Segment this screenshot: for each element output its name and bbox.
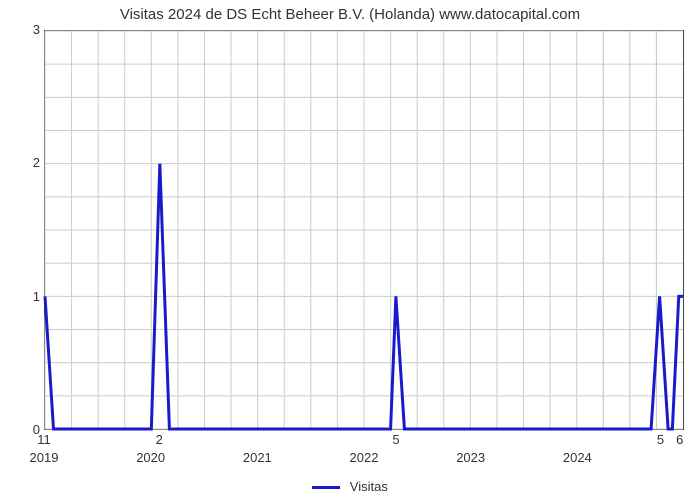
- point-annotation: 11: [37, 432, 51, 447]
- point-annotation: 6: [676, 432, 683, 447]
- legend-label: Visitas: [350, 479, 388, 494]
- chart-title: Visitas 2024 de DS Echt Beheer B.V. (Hol…: [0, 6, 700, 23]
- x-tick-label: 2022: [350, 450, 379, 465]
- y-tick-label: 3: [33, 22, 40, 37]
- plot-area: [44, 30, 684, 430]
- legend: Visitas: [0, 479, 700, 494]
- y-tick-label: 1: [33, 289, 40, 304]
- chart-svg: [45, 31, 683, 429]
- x-tick-label: 2024: [563, 450, 592, 465]
- point-annotation: 5: [392, 432, 399, 447]
- x-tick-label: 2020: [136, 450, 165, 465]
- x-tick-label: 2023: [456, 450, 485, 465]
- x-tick-label: 2021: [243, 450, 272, 465]
- point-annotation: 2: [156, 432, 163, 447]
- chart-container: Visitas 2024 de DS Echt Beheer B.V. (Hol…: [0, 0, 700, 500]
- legend-swatch: [312, 486, 340, 489]
- y-tick-label: 2: [33, 155, 40, 170]
- x-tick-label: 2019: [30, 450, 59, 465]
- point-annotation: 5: [657, 432, 664, 447]
